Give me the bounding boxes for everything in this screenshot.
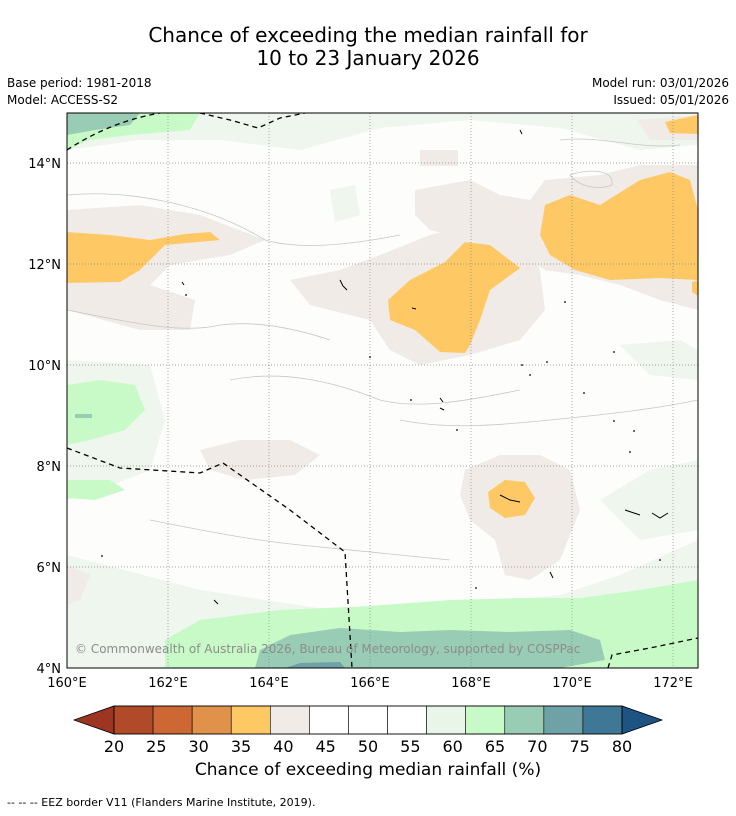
map-fill-layer: © Commonwealth of Australia 2026, Bureau… [67, 113, 698, 668]
lon-label-164e: 164°E [249, 676, 289, 691]
colorbar-over-arrow [621, 705, 664, 735]
eez-legend-note: -- -- -- EEZ border V11 (Flanders Marine… [7, 796, 316, 809]
lat-axis: 14°N 12°N 10°N 8°N 6°N 4°N [28, 157, 61, 677]
island-dots [101, 294, 661, 589]
colorbar-tick-75: 75 [569, 737, 589, 756]
lon-label-166e: 166°E [350, 676, 390, 691]
colorbar-tick-65: 65 [485, 737, 505, 756]
copyright-notice: © Commonwealth of Australia 2026, Bureau… [75, 642, 580, 656]
region-55-60-north [67, 113, 698, 150]
islands [181, 129, 669, 605]
lon-label-160e: 160°E [47, 676, 87, 691]
colorbar-under-arrow [72, 705, 115, 735]
lon-axis: 160°E 162°E 164°E 166°E 168°E 170°E 172°… [47, 676, 693, 691]
colorbar-tick-55: 55 [400, 737, 420, 756]
region-40-45-southeast [460, 455, 580, 580]
region-35-40-southeast [488, 480, 535, 518]
lon-label-162e: 162°E [148, 676, 188, 691]
lat-label-4n: 4°N [37, 662, 62, 677]
region-35-40-central [388, 242, 520, 353]
colorbar-tick-60: 60 [442, 737, 462, 756]
region-35-40-east [540, 172, 698, 280]
lon-label-170e: 170°E [552, 676, 592, 691]
colorbar-bin-5 [309, 705, 349, 735]
colorbar-bin-1 [152, 705, 193, 735]
region-40-45-southwest-edge [67, 565, 90, 605]
region-55-60-center [330, 185, 360, 222]
model-name: Model: ACCESS-S2 [7, 93, 119, 107]
colorbar-bin-2 [191, 705, 232, 735]
colorbar-tick-25: 25 [146, 737, 166, 756]
map-frame [66, 112, 699, 669]
contour-lines [67, 138, 698, 561]
colorbar-tick-80: 80 [612, 737, 632, 756]
region-60-65-west [67, 380, 145, 445]
region-65-70-tiny [75, 414, 92, 418]
lat-label-8n: 8°N [37, 460, 62, 475]
lat-label-6n: 6°N [37, 561, 62, 576]
lat-label-14n: 14°N [28, 157, 61, 172]
colorbar-bin-12 [582, 705, 623, 735]
colorbar-tick-40: 40 [273, 737, 293, 756]
colorbar-bin-10 [504, 705, 545, 735]
colorbar-frame [113, 705, 623, 735]
base-period: Base period: 1981-2018 [7, 76, 152, 90]
model-run: Model run: 03/01/2026 [591, 76, 729, 90]
colorbar-bin-3 [230, 705, 271, 735]
colorbar-tick-50: 50 [358, 737, 378, 756]
colorbar-tick-20: 20 [104, 737, 124, 756]
colorbar-title: Chance of exceeding median rainfall (%) [194, 760, 542, 780]
colorbar-bin-7 [387, 705, 427, 735]
colorbar-tick-35: 35 [231, 737, 251, 756]
colorbar-bin-4 [270, 705, 310, 735]
issued-date: Issued: 05/01/2026 [613, 93, 729, 107]
lon-label-168e: 168°E [451, 676, 491, 691]
region-35-40-corner [665, 115, 698, 134]
colorbar-tick-70: 70 [527, 737, 547, 756]
colorbar-tick-30: 30 [188, 737, 208, 756]
colorbar-bin-8 [426, 705, 466, 735]
rainfall-map: © Commonwealth of Australia 2026, Bureau… [28, 112, 699, 756]
lon-label-172e: 172°E [653, 676, 693, 691]
colorbar-bin-11 [543, 705, 584, 735]
region-35-40-west [67, 232, 220, 283]
chart-title-line1: Chance of exceeding the median rainfall … [148, 23, 588, 47]
region-60-65-west-small [67, 480, 125, 500]
region-65-70-north [67, 113, 140, 135]
colorbar-bin-6 [348, 705, 388, 735]
colorbar-bin-0 [113, 705, 154, 735]
lat-label-10n: 10°N [28, 359, 61, 374]
lat-label-12n: 12°N [28, 258, 61, 273]
chart-title-line2: 10 to 23 January 2026 [256, 46, 480, 70]
region-40-45-southwest [200, 440, 320, 480]
region-55-60-east [620, 340, 698, 380]
region-55-60-southeast [600, 460, 698, 540]
colorbar: 20 25 30 35 40 45 50 55 60 65 70 75 80 [72, 705, 664, 756]
region-35-40-edge [692, 280, 698, 296]
colorbar-bin-9 [465, 705, 506, 735]
colorbar-tick-45: 45 [315, 737, 335, 756]
region-65-70-south [255, 628, 605, 668]
eez-border [67, 113, 698, 668]
grid-lines [67, 113, 698, 668]
region-70-75-south [285, 662, 345, 668]
region-40-45-small-north [420, 150, 458, 166]
